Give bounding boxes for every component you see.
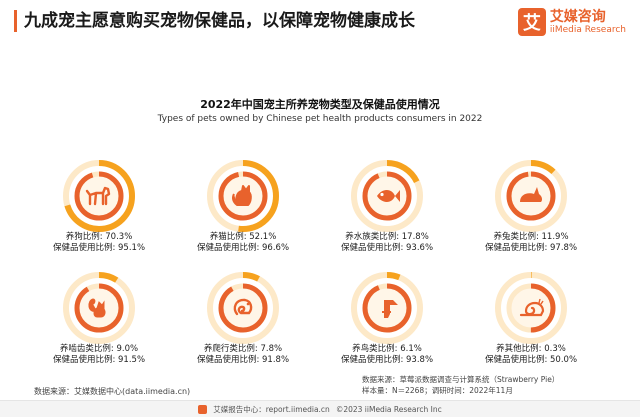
pet-ratio-label: 养兔类比例: 11.9%: [493, 232, 569, 242]
footer-source: 数据来源：艾媒数据中心(data.iimedia.cn): [34, 387, 191, 396]
brand-logo[interactable]: 艾 艾媒咨询 iiMedia Research: [517, 8, 626, 36]
health-ratio-arc: [74, 171, 124, 221]
donut-ring: [351, 272, 423, 344]
pet-ratio-label: 养鸟类比例: 6.1%: [352, 344, 422, 354]
dog-icon: [85, 186, 111, 206]
donut-ring: [63, 160, 135, 232]
footer-meta-source: 数据来源：草莓派数据调查与计算系统（Strawberry Pie）: [362, 375, 560, 384]
pet-donut-item: 养鸟类比例: 6.1% 保健品使用比例: 93.8%: [312, 272, 462, 382]
pet-ratio-arc: [495, 160, 567, 232]
health-ratio-label: 保健品使用比例: 91.8%: [196, 355, 290, 365]
pet-donut-item: 养水族类比例: 17.8% 保健品使用比例: 93.6%: [312, 160, 462, 270]
footer-copyright: ©2023 iiMedia Research Inc: [335, 404, 442, 414]
health-ratio-label: 保健品使用比例: 93.6%: [340, 243, 434, 253]
pet-donut-item: 养猫比例: 52.1% 保健品使用比例: 96.6%: [168, 160, 318, 270]
page-headline: 九成宠主愿意购买宠物保健品，以保障宠物健康成长: [24, 11, 415, 31]
chart-title: 2022年中国宠主所养宠物类型及保健品使用情况: [200, 98, 440, 111]
pet-ratio-label: 养其他比例: 0.3%: [496, 344, 566, 354]
pet-ratio-arc: [495, 272, 567, 344]
logo-name-en: iiMedia Research: [549, 24, 626, 35]
footer-bar: 艾媒报告中心：report.iimedia.cn ©2023 iiMedia R…: [0, 400, 640, 417]
pet-donut-item: 养其他比例: 0.3% 保健品使用比例: 50.0%: [456, 272, 606, 382]
health-ratio-arc: [506, 283, 556, 333]
pet-ratio-label: 养狗比例: 70.3%: [65, 232, 133, 242]
pet-ratio-arc: [207, 272, 279, 344]
footer-meta-sample: 样本量：N＝2268；调研时间：2022年11月: [362, 386, 513, 395]
health-ratio-label: 保健品使用比例: 93.8%: [340, 355, 434, 365]
health-ratio-label: 保健品使用比例: 95.1%: [52, 243, 146, 253]
health-ratio-arc: [506, 171, 556, 221]
pet-donut-item: 养兔类比例: 11.9% 保健品使用比例: 97.8%: [456, 160, 606, 270]
health-ratio-label: 保健品使用比例: 91.5%: [52, 355, 146, 365]
pet-ratio-label: 养啮齿类比例: 9.0%: [59, 344, 139, 354]
pet-ratio-label: 养爬行类比例: 7.8%: [203, 344, 283, 354]
cat-icon: [232, 185, 252, 206]
fish-icon: [377, 190, 400, 202]
donut-ring: [351, 160, 423, 232]
chameleon-icon: [233, 298, 253, 316]
pet-ratio-arc: [63, 272, 135, 344]
pet-donut-item: 养啮齿类比例: 9.0% 保健品使用比例: 91.5%: [24, 272, 174, 382]
bird-icon: [382, 300, 398, 318]
health-ratio-label: 保健品使用比例: 97.8%: [484, 243, 578, 253]
squirrel-icon: [88, 298, 106, 318]
logo-mark-icon: 艾: [517, 8, 546, 36]
health-ratio-label: 保健品使用比例: 50.0%: [484, 355, 578, 365]
health-ratio-label: 保健品使用比例: 96.6%: [196, 243, 290, 253]
donut-ring: [495, 160, 567, 232]
health-ratio-arc: [362, 283, 412, 333]
headline-accent-bar: [14, 10, 17, 32]
donut-ring: [207, 160, 279, 232]
pet-ratio-label: 养水族类比例: 17.8%: [345, 232, 429, 242]
donut-ring: [63, 272, 135, 344]
health-ratio-arc: [362, 171, 412, 221]
logo-name-cn: 艾媒咨询: [549, 8, 606, 25]
pet-ratio-arc: [63, 160, 135, 232]
footer-brand-link[interactable]: 艾媒报告中心：report.iimedia.cn: [213, 404, 330, 414]
footer-logo-icon: [198, 404, 208, 414]
pet-ratio-arc: [351, 272, 423, 344]
pet-ratio-arc: [207, 160, 279, 232]
health-ratio-arc: [218, 283, 268, 333]
chart-subtitle: Types of pets owned by Chinese pet healt…: [157, 114, 483, 124]
rabbit-icon: [520, 187, 543, 202]
donut-ring: [207, 272, 279, 344]
health-ratio-arc: [74, 283, 124, 333]
pet-donut-item: 养狗比例: 70.3% 保健品使用比例: 95.1%: [24, 160, 174, 270]
pet-ratio-arc: [351, 160, 423, 232]
pet-donut-item: 养爬行类比例: 7.8% 保健品使用比例: 91.8%: [168, 272, 318, 382]
pet-ratio-label: 养猫比例: 52.1%: [209, 232, 277, 242]
snail-icon: [519, 298, 545, 317]
footer-meta: 数据来源：草莓派数据调查与计算系统（Strawberry Pie） 样本量：N＝…: [362, 374, 559, 396]
health-ratio-arc: [218, 171, 268, 221]
donut-ring: [495, 272, 567, 344]
